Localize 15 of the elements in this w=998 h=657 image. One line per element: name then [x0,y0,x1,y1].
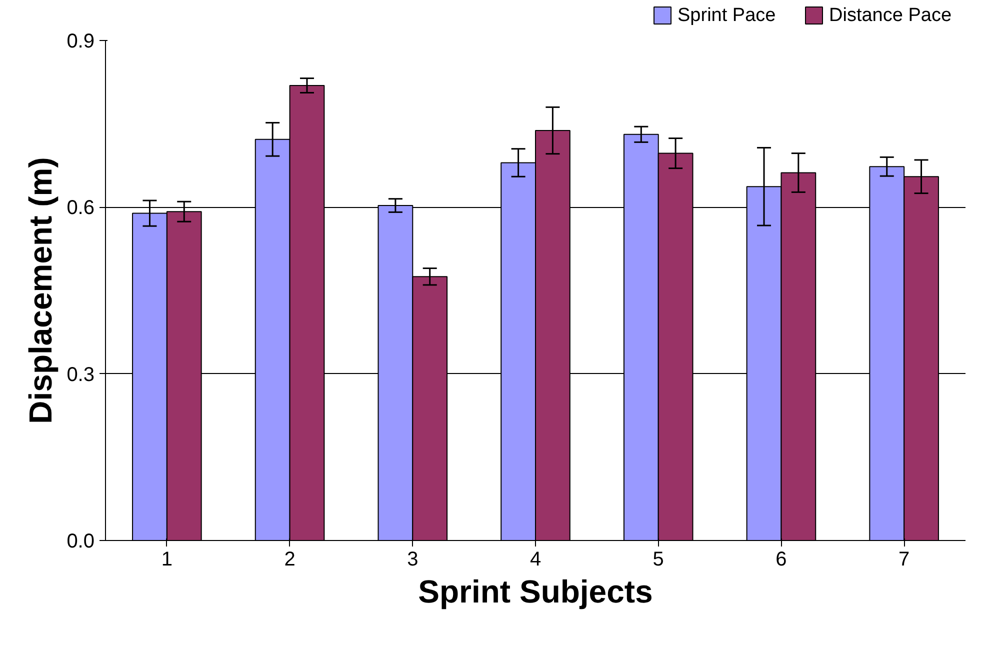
y-tick-label: 0.0 [66,530,95,552]
legend-label: Sprint Pace [678,5,776,26]
y-axis-title: Displacement (m) [22,157,59,424]
x-tick-label: 3 [407,548,418,570]
x-tick-label: 5 [652,548,664,570]
x-axis-title: Sprint Subjects [418,574,653,610]
x-tick-label: 6 [776,548,787,570]
legend-label: Distance Pace [829,5,952,26]
y-tick-label: 0.6 [66,197,95,220]
x-tick-label: 7 [898,548,910,570]
y-tick-label: 0.3 [66,364,95,386]
x-tick-label: 4 [530,548,542,570]
x-tick-label: 2 [284,548,296,570]
y-tick-label: 0.9 [66,30,95,52]
x-tick-label: 1 [161,548,172,570]
